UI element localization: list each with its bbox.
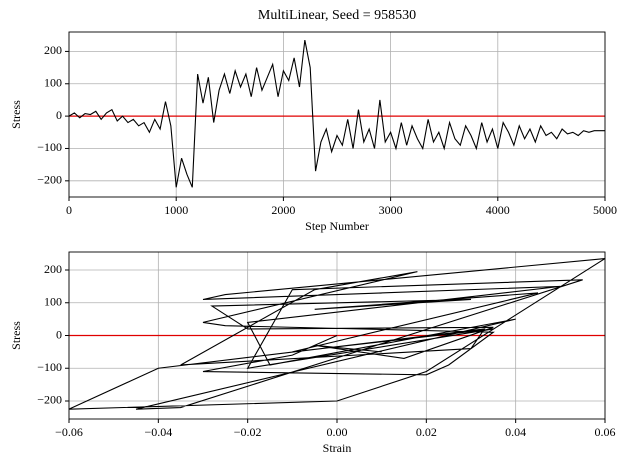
axes-frame <box>68 251 606 420</box>
y-tick-label: −100 <box>37 360 62 374</box>
y-axis-label: Stress <box>9 100 23 129</box>
x-tick-label: 4000 <box>486 203 510 217</box>
y-axis-label: Stress <box>9 321 23 350</box>
x-tick-label: −0.04 <box>144 425 172 439</box>
y-tick-label: 100 <box>44 76 62 90</box>
x-tick-label: −0.02 <box>234 425 262 439</box>
x-tick-label: 3000 <box>379 203 403 217</box>
y-tick-label: −200 <box>37 393 62 407</box>
x-tick-label: 0 <box>66 203 72 217</box>
y-tick-label: 0 <box>56 108 62 122</box>
x-tick-label: 5000 <box>593 203 617 217</box>
x-tick-label: 0.04 <box>505 425 526 439</box>
data-line <box>68 39 605 188</box>
data-line <box>68 258 606 410</box>
x-tick-label: 2000 <box>271 203 295 217</box>
y-tick-label: −100 <box>37 140 62 154</box>
y-tick-label: 200 <box>44 262 62 276</box>
y-tick-label: −200 <box>37 173 62 187</box>
y-tick-label: 200 <box>44 43 62 57</box>
x-tick-label: 0.06 <box>595 425 616 439</box>
axes-frame <box>68 31 606 198</box>
y-tick-label: 0 <box>56 327 62 341</box>
x-tick-label: −0.06 <box>55 425 83 439</box>
x-tick-label: 0.02 <box>416 425 437 439</box>
x-axis-label: Strain <box>323 441 352 455</box>
x-tick-label: 1000 <box>164 203 188 217</box>
y-tick-label: 100 <box>44 295 62 309</box>
x-axis-label: Step Number <box>305 219 369 233</box>
x-tick-label: 0.00 <box>327 425 348 439</box>
chart-title: MultiLinear, Seed = 958530 <box>258 8 416 23</box>
